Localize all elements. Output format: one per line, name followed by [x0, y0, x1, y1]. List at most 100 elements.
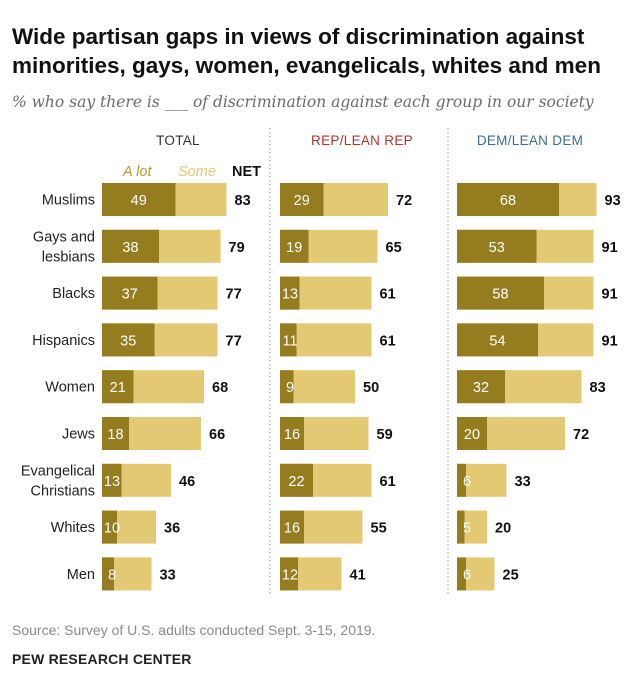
bar-a-lot-p1-r9: [102, 557, 114, 591]
bar-a-lot-p3-r2: [457, 229, 537, 263]
label-a-lot-p3-r4: 54: [489, 333, 505, 349]
category-label-8: Whites: [51, 520, 95, 536]
legend-some: Some: [178, 164, 216, 180]
label-net-p2-r4: 61: [380, 333, 396, 349]
chart-title: Wide partisan gaps in views of discrimin…: [12, 24, 601, 78]
label-a-lot-p1-r2: 38: [122, 240, 138, 256]
bar-a-lot-p2-r1: [280, 183, 324, 216]
label-net-p2-r7: 61: [380, 474, 396, 490]
label-net-p3-r9: 25: [503, 567, 519, 583]
label-net-p1-r8: 36: [164, 521, 180, 537]
bar-a-lot-p1-r8: [102, 510, 117, 544]
bar-a-lot-p1-r5: [102, 370, 134, 404]
bar-a-lot-p2-r3: [280, 276, 300, 310]
label-net-p1-r1: 83: [235, 193, 251, 209]
legend-a-lot: A lot: [122, 164, 152, 180]
bar-a-lot-p1-r2: [102, 229, 159, 263]
label-net-p3-r3: 91: [602, 287, 618, 303]
label-net-p1-r2: 79: [229, 240, 245, 256]
panel-header-2: REP/LEAN REP: [311, 133, 413, 148]
bar-a-lot-p2-r4: [280, 323, 297, 357]
panel-header-3: DEM/LEAN DEM: [477, 133, 583, 148]
label-net-p1-r9: 33: [160, 567, 176, 583]
label-net-p2-r8: 55: [371, 521, 387, 537]
label-net-p2-r3: 61: [380, 287, 396, 303]
label-a-lot-p2-r5: 9: [286, 380, 294, 396]
category-label-6: Jews: [62, 427, 95, 443]
category-label-7-line-1: Evangelical: [21, 463, 95, 479]
bar-a-lot-p1-r1: [102, 183, 176, 216]
category-label-3: Blacks: [52, 286, 95, 302]
label-net-p3-r1: 93: [605, 193, 621, 209]
bar-a-lot-p1-r4: [102, 323, 155, 357]
bar-a-lot-p3-r9: [457, 557, 466, 591]
category-label-1: Muslims: [42, 193, 95, 209]
bar-a-lot-p3-r4: [457, 323, 538, 357]
label-net-p3-r8: 20: [495, 521, 511, 537]
category-label-7-line-2: Christians: [31, 483, 95, 499]
label-a-lot-p3-r1: 68: [500, 193, 516, 209]
label-a-lot-p3-r5: 32: [473, 380, 489, 396]
label-a-lot-p2-r4: 11: [282, 333, 297, 349]
bar-a-lot-p2-r6: [280, 417, 304, 450]
label-a-lot-p2-r2: 19: [286, 240, 302, 256]
legend-net: NET: [232, 164, 261, 180]
label-a-lot-p3-r6: 20: [464, 427, 480, 443]
label-net-p3-r4: 91: [602, 333, 618, 349]
bar-a-lot-p1-r3: [102, 276, 158, 310]
label-a-lot-p2-r3: 13: [282, 287, 298, 303]
bar-a-lot-p3-r8: [457, 510, 465, 544]
bar-a-lot-p3-r1: [457, 183, 559, 216]
label-a-lot-p1-r6: 18: [107, 427, 123, 443]
label-net-p2-r6: 59: [377, 427, 393, 443]
panel-header-1: TOTAL: [156, 133, 200, 148]
bar-a-lot-p2-r2: [280, 229, 309, 263]
label-net-p1-r6: 66: [209, 427, 225, 443]
category-label-4: Hispanics: [32, 333, 95, 349]
label-a-lot-p1-r7: 13: [104, 474, 120, 490]
label-a-lot-p3-r2: 53: [489, 240, 505, 256]
source-note: Source: Survey of U.S. adults conducted …: [12, 622, 376, 638]
label-net-p3-r6: 72: [573, 427, 589, 443]
bar-a-lot-p3-r3: [457, 276, 544, 310]
label-a-lot-p2-r9: 12: [282, 567, 298, 583]
label-a-lot-p3-r8: 5: [463, 521, 471, 537]
bar-a-lot-p3-r6: [457, 417, 487, 450]
label-net-p2-r2: 65: [386, 240, 402, 256]
label-a-lot-p3-r9: 6: [463, 567, 471, 583]
label-a-lot-p3-r7: 6: [463, 474, 471, 490]
label-net-p2-r9: 41: [350, 567, 366, 583]
label-net-p3-r2: 91: [602, 240, 618, 256]
label-net-p3-r7: 33: [515, 474, 531, 490]
label-a-lot-p2-r8: 16: [284, 521, 300, 537]
label-net-p3-r5: 83: [590, 380, 606, 396]
label-a-lot-p1-r4: 35: [120, 333, 136, 349]
label-net-p2-r5: 50: [363, 380, 379, 396]
category-label-5: Women: [45, 380, 95, 396]
label-net-p2-r1: 72: [396, 193, 412, 209]
label-a-lot-p1-r9: 8: [108, 567, 116, 583]
category-label-9: Men: [67, 567, 95, 583]
label-a-lot-p2-r7: 22: [288, 474, 304, 490]
bar-a-lot-p2-r5: [280, 370, 294, 404]
organization-credit: PEW RESEARCH CENTER: [12, 651, 192, 667]
label-net-p1-r3: 77: [226, 287, 242, 303]
bar-a-lot-p3-r7: [457, 463, 466, 497]
label-a-lot-p1-r5: 21: [110, 380, 126, 396]
category-label-2-line-1: Gays and: [33, 229, 95, 245]
label-a-lot-p2-r6: 16: [284, 427, 300, 443]
bar-a-lot-p2-r9: [280, 557, 298, 591]
label-net-p1-r4: 77: [226, 333, 242, 349]
bar-a-lot-p3-r5: [457, 370, 505, 404]
bar-a-lot-p1-r6: [102, 417, 129, 450]
bar-a-lot-p2-r7: [280, 463, 313, 497]
label-net-p1-r7: 46: [179, 474, 195, 490]
label-a-lot-p1-r1: 49: [131, 193, 147, 209]
label-a-lot-p3-r3: 58: [492, 287, 508, 303]
label-a-lot-p1-r3: 37: [122, 287, 138, 303]
label-a-lot-p1-r8: 10: [104, 521, 120, 537]
bar-a-lot-p1-r7: [102, 463, 122, 497]
category-label-2-line-2: lesbians: [42, 249, 95, 265]
label-a-lot-p2-r1: 29: [294, 193, 310, 209]
label-net-p1-r5: 68: [212, 380, 228, 396]
